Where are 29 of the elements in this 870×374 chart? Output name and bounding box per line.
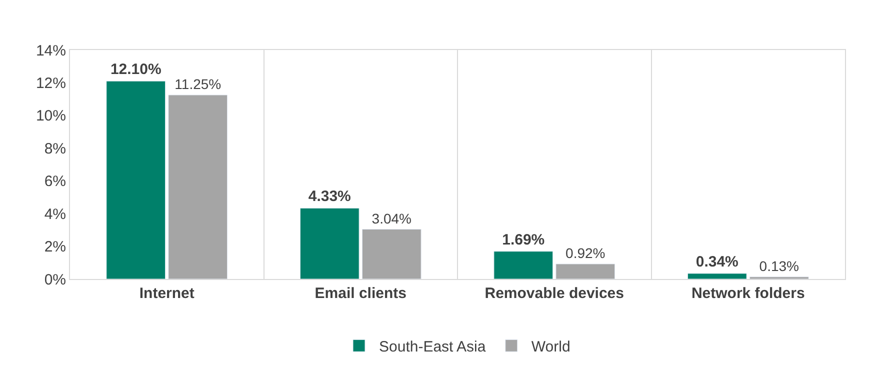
data-label: 3.04%: [372, 210, 412, 226]
y-tick-label: 12%: [36, 74, 66, 92]
legend-label: World: [531, 338, 570, 356]
x-tick-label: Internet: [139, 285, 194, 302]
data-label: 1.69%: [502, 231, 545, 248]
data-label: 12.10%: [110, 61, 162, 78]
bar: [494, 251, 554, 279]
y-tick-label: 8%: [44, 140, 66, 158]
data-label: 0.92%: [566, 244, 606, 261]
x-tick-label: Network folders: [691, 285, 805, 302]
y-tick-label: 4%: [44, 206, 66, 223]
bar: [362, 229, 422, 279]
bar: [687, 273, 747, 279]
y-tick-label: 6%: [44, 173, 66, 190]
y-tick-label: 0%: [44, 271, 66, 288]
data-label: 4.33%: [308, 188, 351, 206]
data-label: 0.34%: [696, 253, 738, 270]
bar: [556, 264, 616, 279]
y-tick-label: 2%: [44, 238, 66, 256]
legend-label: South-East Asia: [379, 338, 486, 356]
x-tick-label: Email clients: [314, 285, 406, 302]
bar: [300, 208, 360, 279]
y-tick-label: 14%: [36, 42, 66, 60]
data-label: 11.25%: [174, 76, 222, 92]
bar: [106, 80, 166, 279]
bar: [168, 94, 228, 279]
y-tick-label: 10%: [36, 108, 66, 125]
x-tick-label: Removable devices: [484, 285, 624, 302]
data-label: 0.13%: [759, 258, 799, 274]
